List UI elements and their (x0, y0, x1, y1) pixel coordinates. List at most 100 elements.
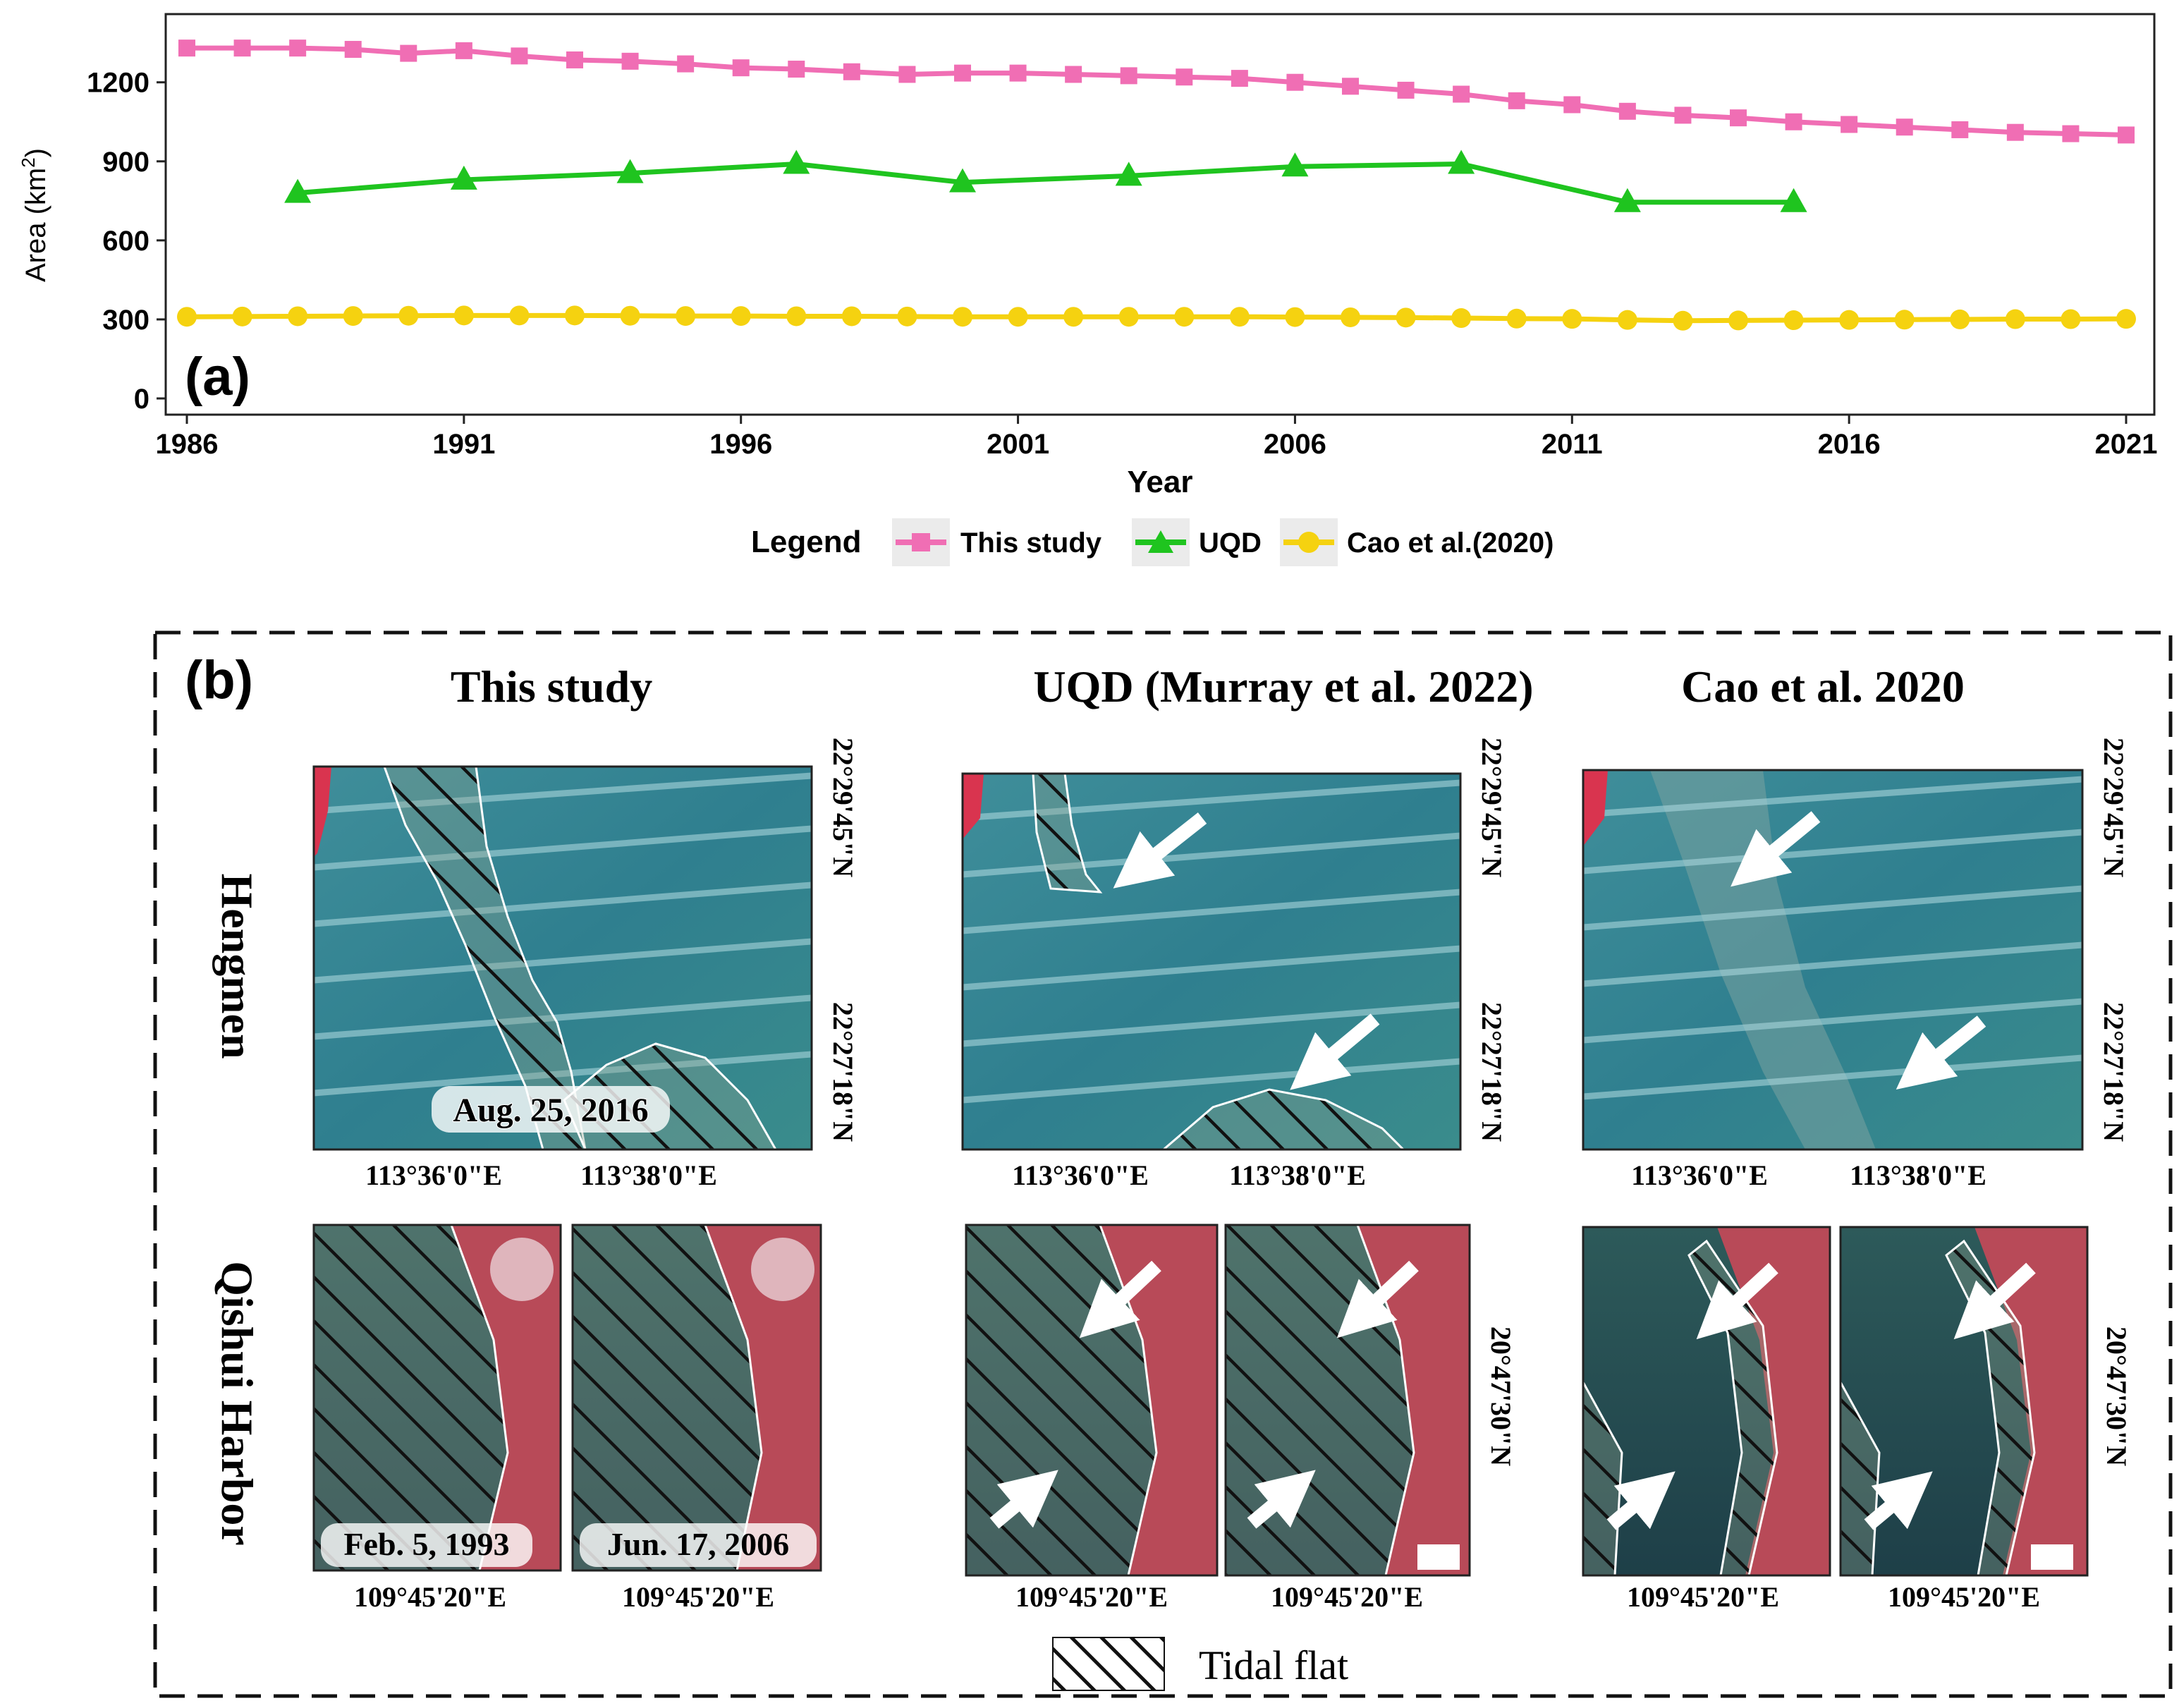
legend: Legend This study UQD Cao et al.(2020) (751, 518, 1554, 566)
lat-tick: 22°29'45"N (1476, 738, 1508, 877)
data-point (233, 39, 251, 57)
hengmen-map-this-study: Aug. 25, 2016 (312, 765, 813, 1151)
data-point (1286, 73, 1304, 91)
data-point (1674, 106, 1692, 124)
lon-tick: 109°45'20"E (622, 1581, 774, 1613)
data-point (1950, 309, 1970, 329)
lon-tick: 113°38'0"E (1229, 1159, 1366, 1191)
panel-a-chart: 0 300 600 900 1200 1986 1991 1996 2001 2006 2011 2… (18, 13, 2158, 566)
data-point (1285, 307, 1305, 327)
legend-swatch-marker (912, 533, 930, 551)
legend-item-uqd: UQD (1132, 518, 1262, 566)
data-point (453, 305, 474, 326)
data-point (1396, 307, 1416, 328)
x-tick-label: 2021 (2095, 429, 2158, 460)
data-point (1780, 188, 1807, 212)
y-tick-label: 300 (102, 305, 149, 336)
x-axis: 1986 1991 1996 2001 2006 2011 2016 2021 (156, 415, 2158, 460)
data-point (1174, 307, 1195, 327)
data-point (621, 52, 639, 70)
series-layer (177, 39, 2136, 331)
data-point (1453, 85, 1470, 103)
date-label: Feb. 5, 1993 (343, 1526, 509, 1562)
tidal-flat-swatch (1052, 1637, 1165, 1691)
data-point (788, 61, 805, 78)
data-point (1342, 78, 1359, 95)
hengmen-map-cao (1582, 769, 2084, 1151)
x-tick-label: 2016 (1818, 429, 1881, 460)
y-tick-label: 1200 (87, 68, 149, 99)
data-point (2005, 309, 2025, 329)
lon-tick: 113°36'0"E (1012, 1159, 1149, 1191)
lat-tick: 22°29'45"N (2098, 738, 2130, 877)
y-axis: 0 300 600 900 1200 (87, 68, 166, 415)
lon-tick: 109°45'20"E (1627, 1581, 1779, 1613)
data-point (1562, 309, 1582, 329)
data-point (509, 305, 530, 326)
y-tick-label: 0 (134, 384, 149, 415)
data-point (1618, 102, 1636, 120)
legend-swatch-marker (1148, 530, 1173, 553)
data-point (2061, 309, 2081, 329)
lat-tick: 22°27'18"N (827, 1002, 859, 1142)
date-label: Jun. 17, 2006 (607, 1526, 789, 1562)
data-point (565, 305, 585, 326)
x-tick-label: 1991 (432, 429, 495, 460)
panel-b-maps: (b) This study UQD (Murray et al. 2022) … (153, 630, 2173, 1698)
data-point (949, 168, 976, 193)
column-title-cao: Cao et al. 2020 (1681, 661, 1965, 712)
data-point (1730, 109, 1747, 127)
panel-b-frame (153, 630, 2173, 1698)
data-point (1118, 307, 1139, 327)
data-point (616, 159, 644, 183)
x-axis-title: Year (1128, 465, 1193, 499)
column-title-uqd: UQD (Murray et al. 2022) (1033, 661, 1533, 712)
data-point (450, 165, 477, 190)
data-point (1563, 96, 1581, 114)
data-point (1009, 64, 1027, 82)
data-point (1397, 81, 1415, 99)
data-point (1281, 152, 1309, 177)
data-point (1506, 308, 1527, 329)
data-point (1783, 310, 1804, 331)
data-point (2116, 309, 2136, 329)
data-point (566, 51, 583, 68)
row-label-qishui: Qishui Harbor (212, 1261, 262, 1546)
legend-item-this-study: This study (892, 518, 1102, 566)
panel-b-label: (b) (185, 650, 253, 710)
legend-item-cao: Cao et al.(2020) (1280, 518, 1554, 566)
data-point (289, 39, 307, 57)
data-point (1115, 161, 1142, 186)
data-point (2006, 123, 2024, 141)
lat-tick: 22°29'45"N (827, 738, 859, 877)
data-point (232, 306, 252, 327)
data-point (1728, 310, 1748, 331)
data-point (398, 305, 419, 326)
data-point (400, 44, 417, 62)
y-tick-label: 600 (102, 226, 149, 257)
data-point (1894, 310, 1915, 330)
series-line-0 (187, 45, 2127, 138)
data-point (1231, 70, 1248, 87)
data-point (2062, 125, 2080, 142)
x-tick-label: 2011 (1542, 429, 1603, 460)
lon-tick: 113°38'0"E (1850, 1159, 1986, 1191)
data-point (732, 59, 750, 77)
data-point (897, 306, 917, 327)
data-point (898, 66, 916, 83)
lon-tick: 113°36'0"E (365, 1159, 502, 1191)
tidal-flat-label: Tidal flat (1199, 1642, 1348, 1688)
data-point (1841, 116, 1858, 133)
data-point (1448, 150, 1475, 174)
date-label: Aug. 25, 2016 (453, 1092, 648, 1129)
lon-tick: 109°45'20"E (1015, 1581, 1168, 1613)
y-axis-title: Area (km2) (18, 148, 51, 282)
data-point (953, 307, 972, 327)
data-point (455, 42, 472, 59)
lat-tick: 20°47'30"N (1485, 1326, 1517, 1466)
data-point (1065, 66, 1082, 83)
y-tick-label: 900 (102, 147, 149, 178)
lat-tick: 20°47'30"N (2101, 1326, 2132, 1466)
series-line-1 (297, 161, 1794, 205)
